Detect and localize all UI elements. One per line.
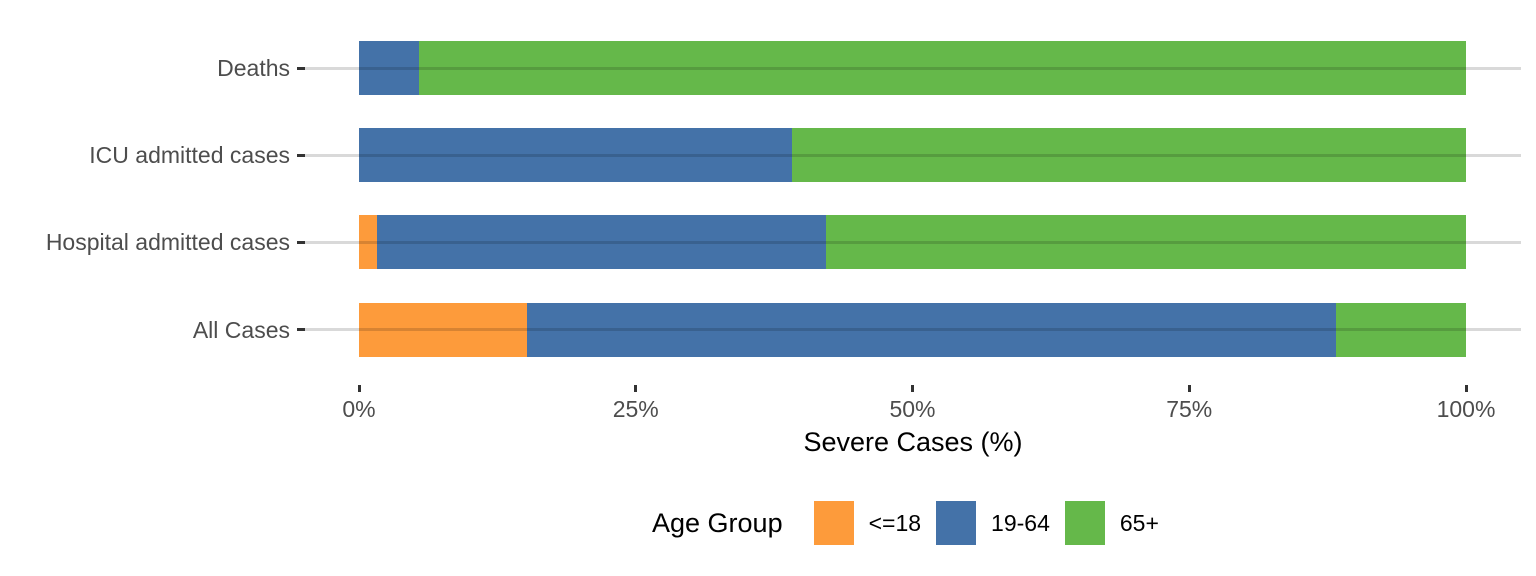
x-axis-title: Severe Cases (%) (803, 427, 1023, 457)
legend: Age Group <=18 19-64 65+ (652, 499, 1159, 547)
y-axis-tick (297, 240, 305, 244)
y-axis-tick (297, 328, 305, 332)
bar-segment-19-64 (376, 215, 827, 270)
legend-swatch-19-64 (936, 501, 977, 545)
legend-swatch-65+ (1064, 501, 1105, 545)
legend-item: 65+ (1064, 501, 1159, 545)
x-axis-tick-label: 25% (612, 396, 659, 422)
bar-row (359, 128, 1466, 183)
legend-label: 19-64 (991, 509, 1050, 536)
bar-segment-<=18 (359, 215, 377, 270)
x-axis-tick (911, 385, 914, 392)
legend-item: <=18 (813, 501, 922, 545)
x-axis-tick (357, 385, 361, 392)
y-axis-label: ICU admitted cases (89, 142, 290, 169)
x-axis-tick (1187, 385, 1191, 392)
bar-row (359, 302, 1466, 357)
bar-segment-65+ (418, 41, 1466, 95)
y-axis-label: Deaths (217, 55, 290, 81)
legend-item: 19-64 (936, 501, 1050, 545)
y-axis-tick (297, 66, 305, 70)
bar-segment-19-64 (527, 302, 1337, 357)
legend-title: Age Group (652, 507, 783, 538)
x-axis-tick-label: 100% (1436, 396, 1496, 422)
legend-label: 65+ (1119, 509, 1159, 536)
y-axis-label: Hospital admitted cases (45, 229, 290, 256)
gridline (305, 153, 1521, 157)
x-axis-tick-label: 75% (1166, 396, 1213, 422)
y-axis-label: All Cases (192, 316, 290, 343)
legend-label: <=18 (868, 509, 922, 536)
gridline (305, 240, 1521, 244)
bar-segment-65+ (791, 128, 1466, 183)
gridline (305, 66, 1521, 70)
bar-segment-19-64 (359, 128, 792, 183)
bar-row (359, 41, 1466, 95)
x-axis-tick (1464, 385, 1468, 392)
bar-segment-19-64 (359, 41, 419, 95)
bar-segment-<=18 (359, 302, 528, 357)
gridline (305, 328, 1521, 332)
y-axis-tick (297, 153, 305, 157)
x-axis-tick (634, 385, 638, 392)
bar-segment-65+ (1336, 302, 1466, 357)
x-axis-tick-label: 50% (889, 396, 936, 422)
bar-segment-65+ (826, 215, 1466, 270)
legend-items: <=18 19-64 65+ (799, 501, 1159, 545)
legend-swatch-<=18 (813, 501, 854, 545)
bar-row (359, 215, 1466, 270)
x-axis-tick-label: 0% (342, 396, 376, 422)
